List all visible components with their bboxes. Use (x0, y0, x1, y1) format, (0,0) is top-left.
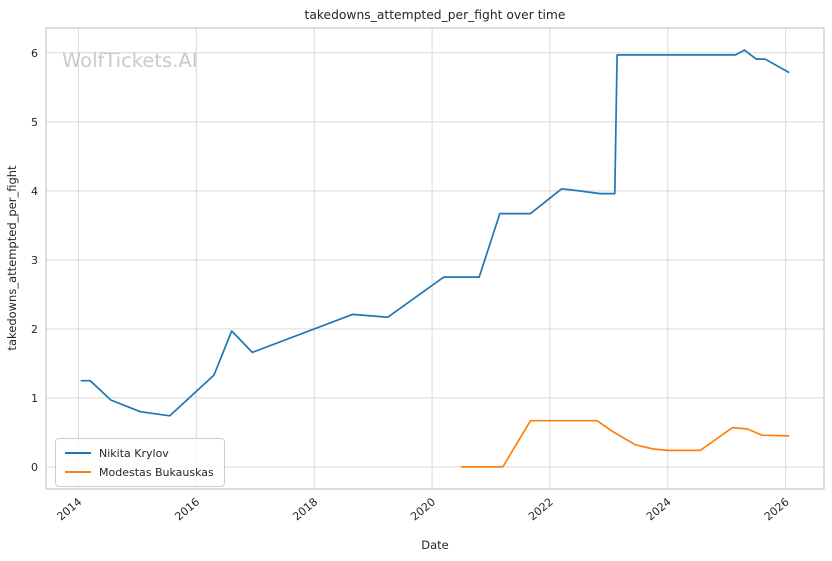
x-tick-label: 2014 (55, 495, 85, 523)
grid-layer (46, 28, 824, 489)
series-line-nikita-krylov (80, 49, 790, 417)
x-axis-label: Date (421, 538, 449, 552)
legend-label: Nikita Krylov (99, 446, 169, 460)
y-tick-label: 3 (31, 254, 38, 267)
series-layer (80, 49, 790, 468)
y-axis-label: takedowns_attempted_per_fight (5, 165, 19, 351)
y-tick-label: 2 (31, 323, 38, 336)
x-tick-label: 2018 (290, 495, 320, 523)
chart-title: takedowns_attempted_per_fight over time (305, 8, 566, 22)
y-tick-label: 4 (31, 185, 38, 198)
x-tick-label: 2016 (172, 495, 202, 523)
watermark: WolfTickets.AI (62, 49, 198, 72)
legend-item-modestas-bukauskas: Modestas Bukauskas (65, 464, 214, 480)
x-tick-label: 2026 (762, 495, 792, 523)
y-tick-label: 5 (31, 116, 38, 129)
x-tick-label: 2024 (644, 495, 674, 523)
y-tick-label: 0 (31, 461, 38, 474)
x-tick-label: 2020 (408, 495, 438, 523)
legend-line-swatch-blue (65, 452, 91, 454)
legend-line-swatch-orange (65, 471, 91, 473)
series-line-modestas-bukauskas (460, 419, 790, 468)
legend-item-nikita-krylov: Nikita Krylov (65, 445, 214, 461)
y-tick-label: 1 (31, 392, 38, 405)
legend-label: Modestas Bukauskas (99, 465, 214, 479)
y-tick-label: 6 (31, 47, 38, 60)
plot-border (45, 27, 825, 490)
x-tick-label: 2022 (526, 495, 556, 523)
legend: Nikita Krylov Modestas Bukauskas (55, 438, 225, 487)
